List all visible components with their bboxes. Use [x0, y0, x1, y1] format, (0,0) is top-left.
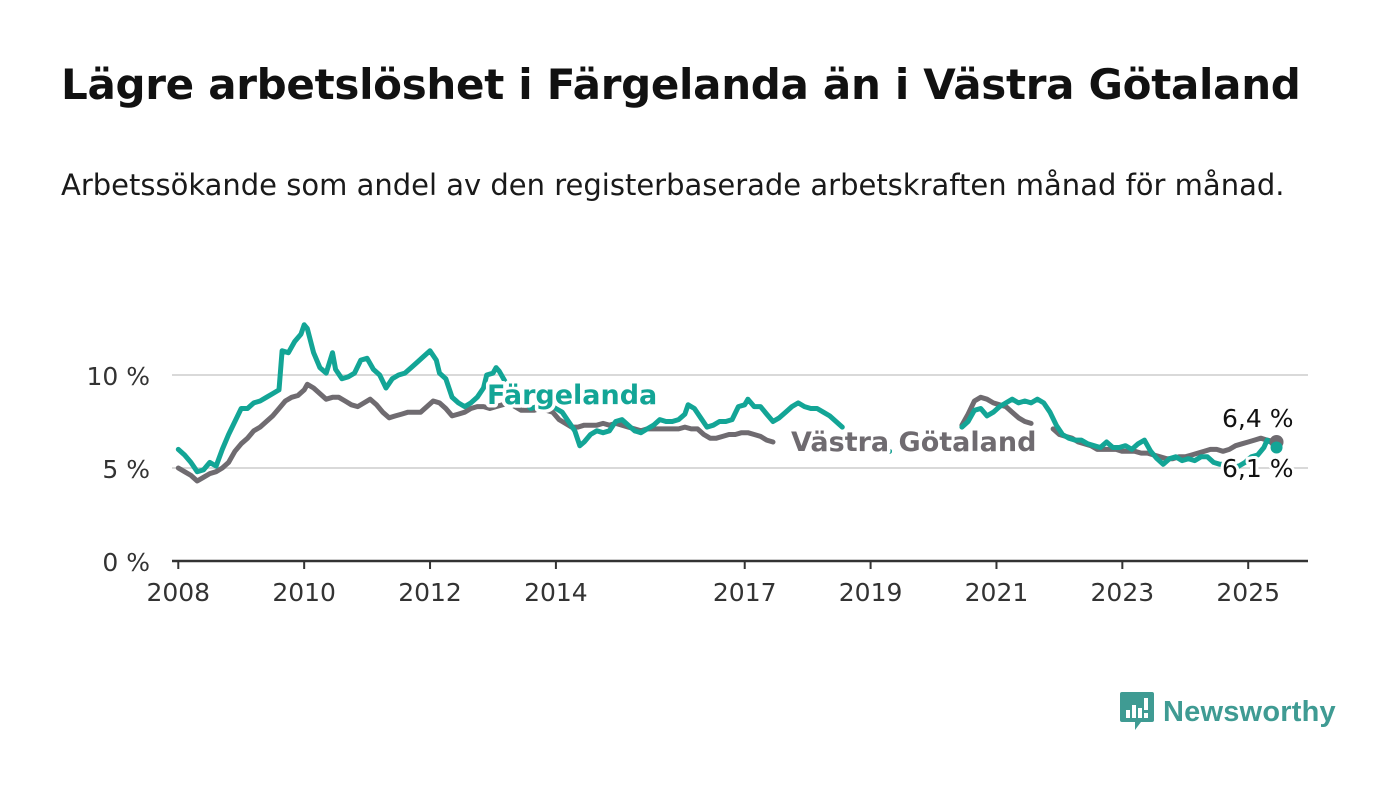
- series-line-segment: [175, 322, 845, 475]
- series-line-segment: [883, 446, 892, 454]
- series-label-fargelanda: Färgelanda: [487, 380, 657, 411]
- series-lines: [175, 322, 1284, 484]
- end-value-vastra-gotaland: 6,4 %: [1222, 404, 1293, 433]
- series-fargelanda: [175, 322, 1279, 475]
- grid-lines: [172, 374, 1308, 469]
- x-tick-label: 2019: [839, 578, 903, 607]
- x-tick-label: 2014: [524, 578, 588, 607]
- y-tick-label: 5 %: [102, 455, 150, 484]
- series-label-vastra-gotaland-halo: Västra Götaland: [791, 427, 1036, 458]
- x-tick-label: 2025: [1216, 578, 1280, 607]
- y-axis-tick-labels: 0 % 5 % 10 %: [86, 362, 150, 577]
- end-value-fargelanda-halo: 6,1 %: [1222, 454, 1293, 483]
- x-tick-label: 2023: [1091, 578, 1155, 607]
- newsworthy-chat-chart-icon: [1120, 692, 1154, 730]
- series-line-segment: [959, 396, 1279, 469]
- newsworthy-logo: Newsworthy: [1119, 690, 1336, 734]
- x-tick-label: 2010: [272, 578, 336, 607]
- series-label-vastra-gotaland: Västra Götaland: [791, 427, 1036, 458]
- brand-name: Newsworthy: [1163, 695, 1336, 728]
- chart-subtitle: Arbetssökande som andel av den registerb…: [61, 168, 1285, 202]
- x-tick-label: 2021: [965, 578, 1029, 607]
- y-tick-label: 10 %: [86, 362, 150, 391]
- series-line-segment: [175, 381, 776, 484]
- x-tick-label: 2017: [713, 578, 777, 607]
- end-marker-fargelanda: [1270, 441, 1283, 454]
- x-axis: 2008 2010 2012 2014 2017 2019 2021 2023 2025: [146, 559, 1308, 607]
- end-value-vastra-gotaland-halo: 6,4 %: [1222, 404, 1293, 433]
- end-value-fargelanda: 6,1 %: [1222, 454, 1293, 483]
- series-label-fargelanda-halo: Färgelanda: [487, 380, 657, 411]
- series-line-segment: [959, 394, 1034, 428]
- chart-title: Lägre arbetslöshet i Färgelanda än i Väs…: [61, 60, 1301, 109]
- y-tick-label: 0 %: [102, 548, 150, 577]
- x-tick-label: 2008: [146, 578, 210, 607]
- series-vastra-gotaland: [175, 381, 1279, 484]
- x-tick-label: 2012: [398, 578, 462, 607]
